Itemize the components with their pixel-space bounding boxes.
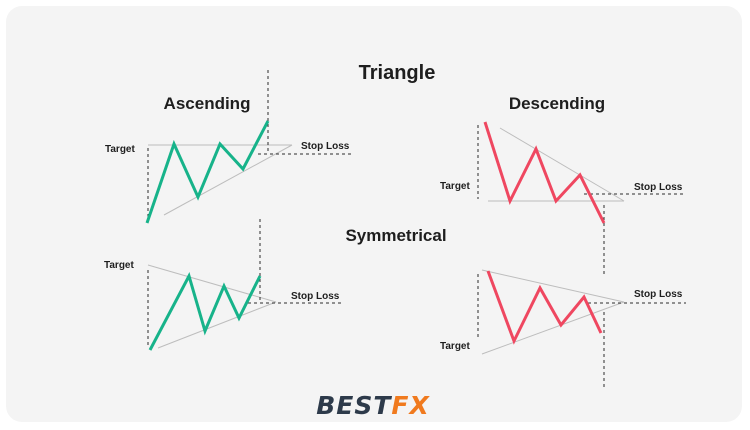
descending-resistance-line — [499, 127, 625, 202]
descending-stop-loss-label: Stop Loss — [634, 182, 683, 193]
descending-heading: Descending — [509, 94, 605, 113]
symmetrical-bullish-triangle: Target Stop Loss — [104, 219, 341, 351]
ascending-support-line — [163, 144, 293, 216]
symmetrical-bullish-upper-line — [147, 264, 277, 303]
symmetrical-bearish-target-label: Target — [440, 341, 470, 352]
symmetrical-bearish-lower-line — [481, 301, 625, 355]
ascending-heading: Ascending — [164, 94, 251, 113]
descending-target-label: Target — [440, 181, 470, 192]
symmetrical-bullish-target-label: Target — [104, 260, 134, 271]
logo-best: BEST — [316, 391, 392, 420]
symmetrical-bearish-upper-line — [481, 269, 625, 303]
descending-triangle: Descending Target Stop Loss — [440, 94, 686, 275]
ascending-target-label: Target — [105, 144, 135, 155]
main-title: Triangle — [359, 62, 436, 84]
symmetrical-bearish-price-line — [486, 270, 603, 345]
ascending-stop-loss-label: Stop Loss — [301, 141, 350, 152]
ascending-triangle: Ascending Target Stop Loss — [105, 70, 352, 224]
symmetrical-bearish-stop-loss-label: Stop Loss — [634, 289, 683, 300]
ascending-price-line — [145, 120, 270, 224]
logo-fx: FX — [391, 391, 430, 420]
symmetrical-heading: Symmetrical — [345, 226, 446, 245]
descending-price-line — [483, 121, 606, 224]
symmetrical-bearish-triangle: Target Stop Loss — [440, 269, 686, 388]
symmetrical-bullish-stop-loss-label: Stop Loss — [291, 291, 340, 302]
symmetrical-bullish-price-line — [148, 272, 262, 351]
bestfx-logo: BESTFX — [316, 391, 430, 420]
symmetrical-bullish-lower-line — [157, 301, 277, 349]
card-background — [6, 6, 742, 422]
